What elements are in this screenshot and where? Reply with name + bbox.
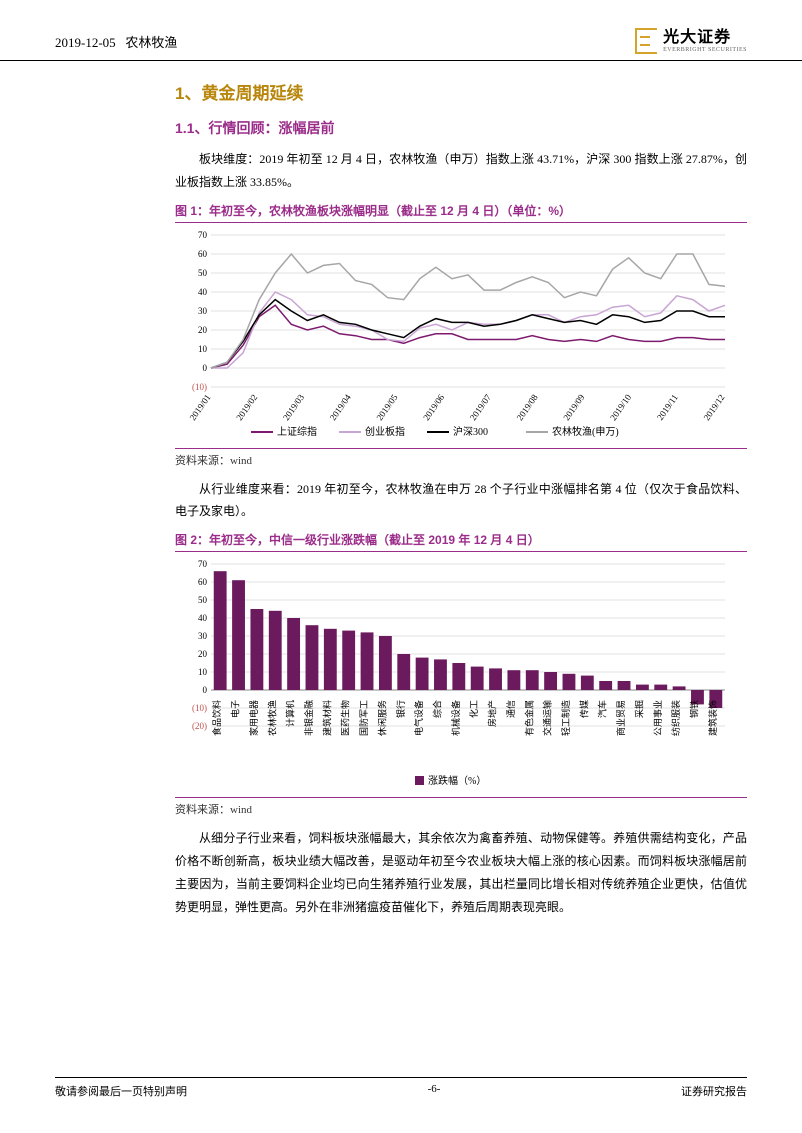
footer-right: 证券研究报告	[681, 1083, 747, 1099]
svg-text:20: 20	[198, 325, 208, 335]
fig2-source: 资料来源：wind	[175, 797, 747, 817]
svg-text:2019/05: 2019/05	[374, 392, 399, 422]
svg-text:30: 30	[198, 631, 208, 641]
svg-text:2019/01: 2019/01	[188, 392, 213, 422]
fig1-source: 资料来源：wind	[175, 448, 747, 468]
svg-text:家用电器: 家用电器	[248, 700, 259, 736]
svg-text:汽车: 汽车	[597, 700, 608, 718]
logo-e-icon	[635, 28, 657, 54]
svg-text:10: 10	[198, 344, 208, 354]
svg-text:70: 70	[198, 230, 208, 240]
header-sector: 农林牧渔	[125, 35, 177, 50]
svg-text:化工: 化工	[468, 700, 479, 718]
svg-text:(10): (10)	[192, 703, 207, 713]
fig2-svg: (20) (10) 0 10 20 30 40 50 60 70 食品饮料电子家用电器农林牧渔计算机…	[175, 556, 735, 791]
svg-text:2019/03: 2019/03	[281, 392, 306, 422]
svg-text:医药生物: 医药生物	[340, 700, 351, 736]
svg-text:2019/10: 2019/10	[608, 392, 633, 422]
svg-text:40: 40	[198, 613, 208, 623]
fig1-title: 图 1：年初至今，农林牧渔板块涨幅明显（截止至 12 月 4 日）（单位：%）	[175, 202, 747, 223]
svg-text:通信: 通信	[505, 700, 516, 718]
heading-1-1: 1.1、行情回顾：涨幅居前	[175, 118, 747, 138]
svg-text:0: 0	[203, 363, 208, 373]
svg-text:60: 60	[198, 577, 208, 587]
fig1-chart: (10) 0 10 20 30 40 50 60 70 2019/01 2019/02 2019/03…	[175, 227, 747, 446]
header-date-sector: 2019-12-05 农林牧渔	[55, 32, 177, 51]
svg-text:采掘: 采掘	[633, 700, 644, 718]
fig1-svg: (10) 0 10 20 30 40 50 60 70 2019/01 2019/02 2019/03…	[175, 227, 735, 442]
svg-text:2019/04: 2019/04	[328, 392, 353, 422]
svg-text:沪深300: 沪深300	[453, 425, 488, 438]
svg-text:10: 10	[198, 667, 208, 677]
company-logo: 光大证券 EVERBRIGHT SECURITIES	[635, 28, 747, 54]
svg-text:房地产: 房地产	[487, 700, 498, 727]
svg-text:农林牧渔: 农林牧渔	[266, 700, 277, 736]
header-date: 2019-12-05	[55, 35, 116, 50]
svg-text:建筑材料: 建筑材料	[321, 700, 332, 736]
svg-text:2019/02: 2019/02	[234, 392, 259, 422]
svg-text:公用事业: 公用事业	[652, 700, 663, 736]
svg-text:食品饮料: 食品饮料	[211, 700, 222, 736]
svg-text:银行: 银行	[395, 700, 406, 718]
fig2-chart: (20) (10) 0 10 20 30 40 50 60 70 食品饮料电子家用电器农林牧渔计算机…	[175, 556, 747, 795]
svg-text:轻工制造: 轻工制造	[560, 700, 571, 736]
svg-text:上证综指: 上证综指	[277, 425, 317, 438]
svg-text:农林牧渔(申万): 农林牧渔(申万)	[552, 425, 619, 438]
heading-1: 1、黄金周期延续	[175, 79, 747, 104]
svg-text:(20): (20)	[192, 721, 207, 731]
svg-text:电子: 电子	[230, 700, 241, 718]
svg-text:30: 30	[198, 306, 208, 316]
fig2-title: 图 2：年初至今，中信一级行业涨跌幅（截止至 2019 年 12 月 4 日）	[175, 531, 747, 552]
svg-text:50: 50	[198, 268, 208, 278]
svg-text:0: 0	[203, 685, 208, 695]
logo-en: EVERBRIGHT SECURITIES	[663, 47, 747, 54]
svg-text:2019/08: 2019/08	[515, 392, 540, 422]
svg-text:交通运输: 交通运输	[542, 700, 553, 736]
svg-text:70: 70	[198, 559, 208, 569]
svg-text:钢铁: 钢铁	[688, 700, 699, 718]
svg-text:非银金融: 非银金融	[303, 700, 314, 736]
svg-text:40: 40	[198, 287, 208, 297]
paragraph-2: 从行业维度来看：2019 年初至今，农林牧渔在申万 28 个子行业中涨幅排名第 …	[175, 478, 747, 524]
svg-text:传媒: 传媒	[578, 700, 589, 718]
svg-text:50: 50	[198, 595, 208, 605]
svg-text:有色金属: 有色金属	[523, 700, 534, 736]
logo-cn: 光大证券	[663, 29, 747, 47]
svg-text:创业板指: 创业板指	[365, 425, 405, 438]
svg-text:2019/12: 2019/12	[702, 392, 727, 422]
svg-text:2019/09: 2019/09	[561, 392, 586, 422]
footer-page: -6-	[428, 1083, 441, 1099]
svg-text:休闲服务: 休闲服务	[376, 700, 387, 736]
paragraph-3: 从细分子行业来看，饲料板块涨幅最大，其余依次为禽畜养殖、动物保健等。养殖供需结构…	[175, 827, 747, 918]
paragraph-1: 板块维度：2019 年初至 12 月 4 日，农林牧渔（申万）指数上涨 43.7…	[175, 148, 747, 194]
svg-text:计算机: 计算机	[285, 700, 296, 727]
svg-text:综合: 综合	[431, 700, 442, 718]
svg-text:纺织服装: 纺织服装	[670, 700, 681, 736]
svg-text:20: 20	[198, 649, 208, 659]
svg-text:国防军工: 国防军工	[358, 700, 369, 736]
svg-text:(10): (10)	[192, 382, 207, 392]
svg-text:机械设备: 机械设备	[450, 700, 461, 736]
svg-text:电气设备: 电气设备	[413, 700, 424, 736]
svg-text:建筑装饰: 建筑装饰	[707, 700, 718, 736]
svg-text:2019/06: 2019/06	[421, 392, 446, 422]
svg-text:商业贸易: 商业贸易	[615, 700, 626, 736]
svg-text:2019/11: 2019/11	[655, 392, 680, 422]
svg-text:2019/07: 2019/07	[468, 392, 493, 422]
svg-text:涨跌幅（%）: 涨跌幅（%）	[428, 774, 486, 787]
svg-text:60: 60	[198, 249, 208, 259]
footer-left: 敬请参阅最后一页特别声明	[55, 1083, 187, 1099]
